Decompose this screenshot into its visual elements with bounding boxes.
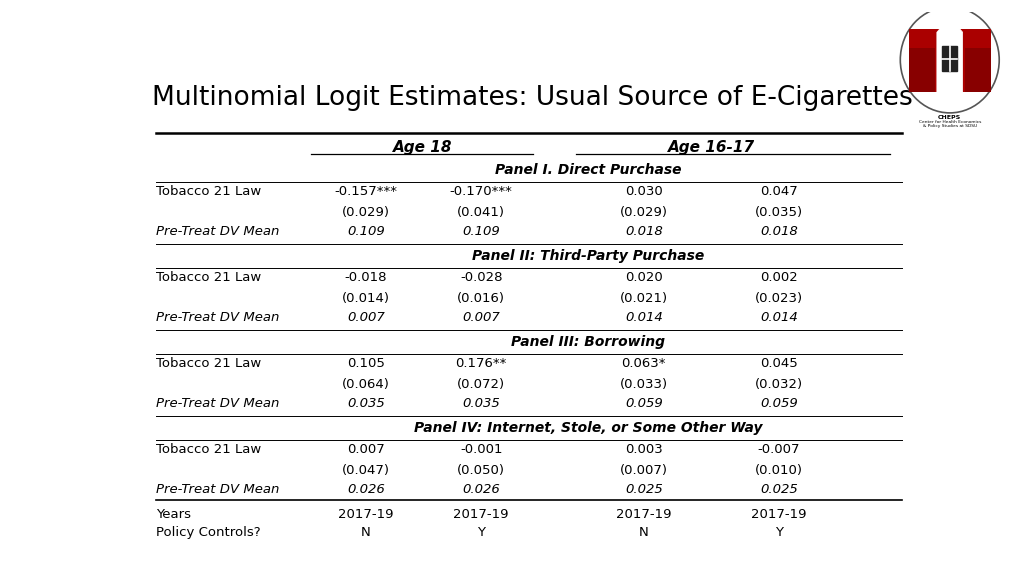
Text: (0.029): (0.029): [620, 206, 668, 219]
Polygon shape: [937, 17, 963, 92]
Text: (0.007): (0.007): [620, 464, 668, 477]
Text: Panel II: Third-Party Purchase: Panel II: Third-Party Purchase: [472, 249, 705, 263]
Text: 2017-19: 2017-19: [616, 508, 672, 521]
Text: (0.072): (0.072): [457, 378, 505, 391]
Text: -0.170***: -0.170***: [450, 185, 513, 198]
Text: 0.035: 0.035: [347, 397, 385, 410]
Text: 0.045: 0.045: [760, 357, 798, 370]
Text: 0.059: 0.059: [760, 397, 798, 410]
Text: Multinomial Logit Estimates: Usual Source of E-Cigarettes: Multinomial Logit Estimates: Usual Sourc…: [152, 85, 912, 111]
Text: (0.035): (0.035): [755, 206, 803, 219]
Text: 0.007: 0.007: [462, 311, 500, 324]
Text: 0.030: 0.030: [625, 185, 663, 198]
Text: N: N: [361, 526, 371, 539]
Text: Tobacco 21 Law: Tobacco 21 Law: [156, 443, 261, 456]
Text: 0.059: 0.059: [625, 397, 663, 410]
Text: Age 18: Age 18: [393, 140, 453, 155]
Text: -0.028: -0.028: [460, 271, 503, 284]
Text: 0.018: 0.018: [625, 225, 663, 238]
Text: (0.064): (0.064): [342, 378, 390, 391]
Text: (0.029): (0.029): [342, 206, 390, 219]
Text: Age 16-17: Age 16-17: [668, 140, 755, 155]
Text: 0.109: 0.109: [462, 225, 500, 238]
Text: Tobacco 21 Law: Tobacco 21 Law: [156, 357, 261, 370]
Text: Pre-Treat DV Mean: Pre-Treat DV Mean: [156, 225, 280, 238]
Text: Panel IV: Internet, Stole, or Some Other Way: Panel IV: Internet, Stole, or Some Other…: [414, 421, 763, 435]
Text: Policy Controls?: Policy Controls?: [156, 526, 260, 539]
Text: CHEPS: CHEPS: [938, 115, 962, 120]
Text: (0.014): (0.014): [342, 292, 390, 305]
Text: 0.176**: 0.176**: [456, 357, 507, 370]
Text: (0.033): (0.033): [620, 378, 668, 391]
Bar: [965, 48, 990, 92]
Text: (0.016): (0.016): [457, 292, 505, 305]
Text: Y: Y: [477, 526, 485, 539]
Text: 0.047: 0.047: [760, 185, 798, 198]
Text: 0.026: 0.026: [462, 483, 500, 496]
Text: 0.020: 0.020: [625, 271, 663, 284]
Text: Panel I. Direct Purchase: Panel I. Direct Purchase: [495, 162, 682, 177]
Text: (0.050): (0.050): [457, 464, 505, 477]
Text: Y: Y: [775, 526, 782, 539]
Text: 0.026: 0.026: [347, 483, 385, 496]
Polygon shape: [942, 46, 957, 71]
Text: 0.109: 0.109: [347, 225, 385, 238]
Text: (0.041): (0.041): [457, 206, 505, 219]
Text: Tobacco 21 Law: Tobacco 21 Law: [156, 271, 261, 284]
Text: Years: Years: [156, 508, 190, 521]
Text: 0.007: 0.007: [347, 311, 385, 324]
Text: -0.001: -0.001: [460, 443, 503, 456]
Text: 0.003: 0.003: [625, 443, 663, 456]
Text: 2017-19: 2017-19: [454, 508, 509, 521]
Text: (0.021): (0.021): [620, 292, 668, 305]
Text: -0.018: -0.018: [345, 271, 387, 284]
Text: (0.023): (0.023): [755, 292, 803, 305]
Text: Panel III: Borrowing: Panel III: Borrowing: [511, 335, 666, 349]
Text: 0.018: 0.018: [760, 225, 798, 238]
Text: Pre-Treat DV Mean: Pre-Treat DV Mean: [156, 483, 280, 496]
Text: 0.035: 0.035: [462, 397, 500, 410]
Text: 0.007: 0.007: [347, 443, 385, 456]
Text: Center for Health Economics
& Policy Studies at SDSU: Center for Health Economics & Policy Stu…: [919, 120, 981, 128]
Text: 0.025: 0.025: [760, 483, 798, 496]
Text: Pre-Treat DV Mean: Pre-Treat DV Mean: [156, 311, 280, 324]
Text: Pre-Treat DV Mean: Pre-Treat DV Mean: [156, 397, 280, 410]
Text: (0.010): (0.010): [755, 464, 803, 477]
Text: 0.014: 0.014: [760, 311, 798, 324]
Bar: [909, 29, 990, 92]
Text: Tobacco 21 Law: Tobacco 21 Law: [156, 185, 261, 198]
Text: N: N: [639, 526, 649, 539]
Text: 0.002: 0.002: [760, 271, 798, 284]
Text: 2017-19: 2017-19: [751, 508, 807, 521]
Text: 0.014: 0.014: [625, 311, 663, 324]
Text: -0.157***: -0.157***: [335, 185, 397, 198]
Text: -0.007: -0.007: [758, 443, 800, 456]
Text: 2017-19: 2017-19: [338, 508, 394, 521]
Text: 0.025: 0.025: [625, 483, 663, 496]
Text: 0.105: 0.105: [347, 357, 385, 370]
Text: (0.047): (0.047): [342, 464, 390, 477]
Text: (0.032): (0.032): [755, 378, 803, 391]
Text: 0.063*: 0.063*: [622, 357, 666, 370]
Bar: [909, 48, 935, 92]
